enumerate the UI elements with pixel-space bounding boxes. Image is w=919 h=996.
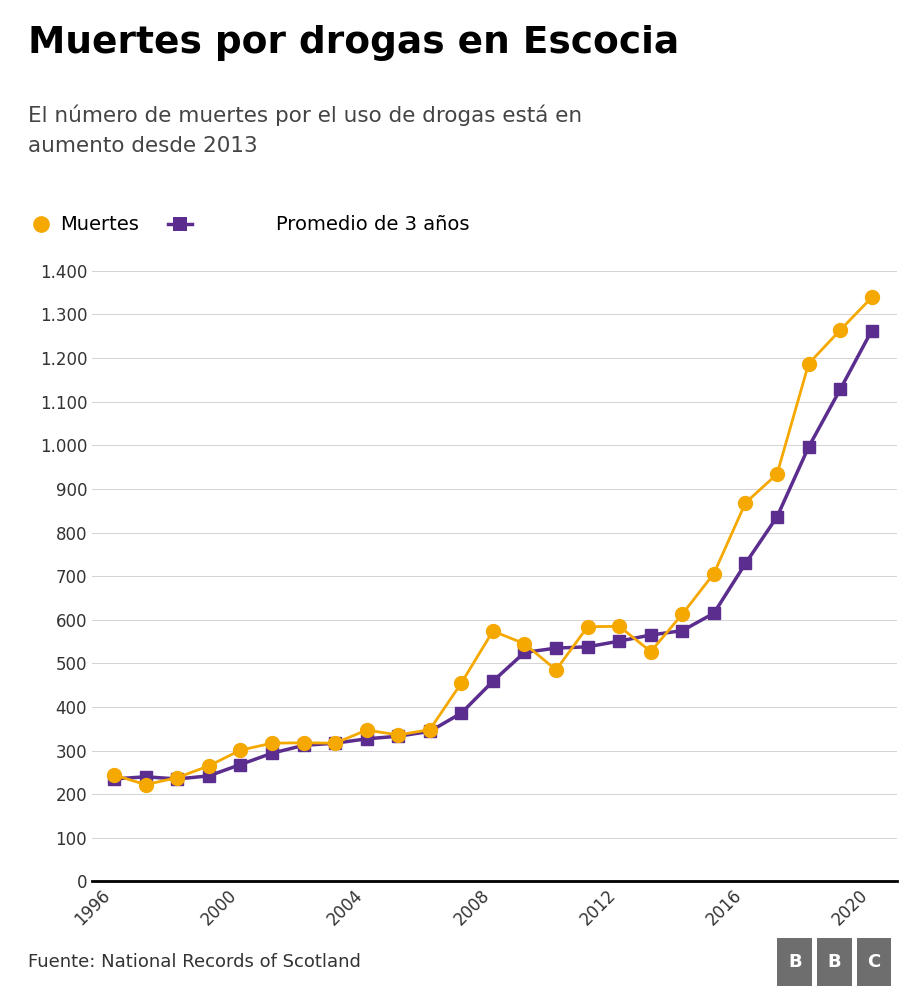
FancyBboxPatch shape <box>777 938 811 986</box>
Text: Promedio de 3 años: Promedio de 3 años <box>276 214 469 234</box>
Text: Muertes: Muertes <box>60 214 139 234</box>
Text: B: B <box>827 953 840 971</box>
Text: B: B <box>788 953 800 971</box>
Text: Fuente: National Records of Scotland: Fuente: National Records of Scotland <box>28 953 360 971</box>
Text: Muertes por drogas en Escocia: Muertes por drogas en Escocia <box>28 25 678 61</box>
FancyBboxPatch shape <box>856 938 891 986</box>
FancyBboxPatch shape <box>816 938 851 986</box>
Text: El número de muertes por el uso de drogas está en
aumento desde 2013: El número de muertes por el uso de droga… <box>28 105 581 155</box>
Text: C: C <box>867 953 879 971</box>
